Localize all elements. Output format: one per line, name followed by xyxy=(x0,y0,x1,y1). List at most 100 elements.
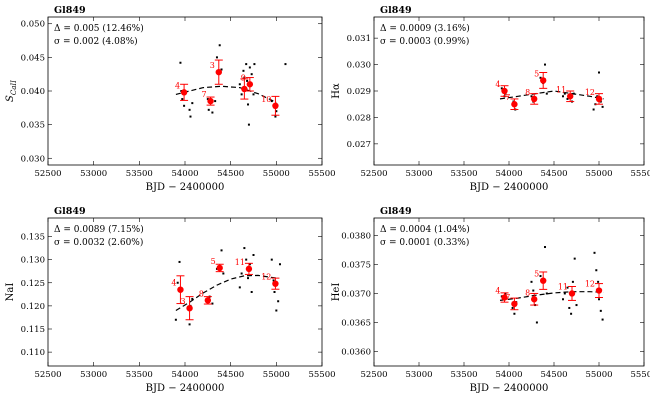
y-tick-label: 0.110 xyxy=(21,348,45,358)
data-point xyxy=(570,312,573,315)
annotation-1: Δ = 0.0004 (1.04%) xyxy=(380,224,470,235)
data-point xyxy=(214,100,217,103)
data-point xyxy=(270,258,273,261)
annotation-2: σ = 0.002 (4.08%) xyxy=(54,36,138,47)
binned-point xyxy=(177,286,184,293)
data-point xyxy=(253,63,256,66)
x-tick-label: 54500 xyxy=(217,370,244,380)
y-tick-label: 0.030 xyxy=(21,154,45,164)
binned-point-label: 12 xyxy=(585,280,595,289)
data-point xyxy=(530,280,533,283)
x-tick-label: 54000 xyxy=(495,169,522,179)
binned-point xyxy=(180,89,188,96)
binned-point xyxy=(186,304,193,312)
y-tick-label: 0.0360 xyxy=(341,347,371,357)
data-point xyxy=(238,83,241,86)
binned-point xyxy=(204,297,212,304)
binned-point xyxy=(215,68,222,76)
data-point xyxy=(247,103,250,106)
x-tick-label: 54000 xyxy=(171,370,198,380)
data-point xyxy=(179,61,182,64)
binned-point-label: 4 xyxy=(171,279,176,288)
binned-point xyxy=(568,290,576,297)
data-point xyxy=(238,286,241,289)
data-point xyxy=(178,260,181,263)
x-tick-label: 55000 xyxy=(263,169,290,179)
annotation-1: Δ = 0.005 (12.46%) xyxy=(54,23,144,34)
binned-point xyxy=(567,93,574,100)
y-tick-label: 0.035 xyxy=(21,121,45,131)
binned-point-label: 5 xyxy=(534,270,539,279)
data-point xyxy=(247,123,250,126)
data-point xyxy=(500,87,503,90)
data-point xyxy=(568,306,571,309)
binned-point-label: 10 xyxy=(261,95,271,104)
y-axis-label: Hα xyxy=(331,83,342,99)
y-tick-label: 0.040 xyxy=(21,87,45,97)
data-point xyxy=(247,277,250,280)
data-point xyxy=(544,63,546,66)
x-tick-label: 52500 xyxy=(34,169,61,179)
data-point xyxy=(601,105,604,108)
binned-point xyxy=(595,95,603,103)
x-tick-label: 55000 xyxy=(263,370,290,380)
y-tick-label: 0.0375 xyxy=(341,260,371,270)
data-point xyxy=(207,108,210,111)
binned-point-label: 5 xyxy=(211,257,216,266)
data-point xyxy=(248,263,251,266)
binned-point-label: 4 xyxy=(175,81,180,90)
binned-point xyxy=(245,265,253,273)
fit-curve xyxy=(499,90,604,100)
x-axis-label: BJD − 2400000 xyxy=(470,182,549,193)
binned-point xyxy=(272,280,279,287)
binned-point xyxy=(501,294,508,301)
binned-point-label: 8 xyxy=(525,88,530,97)
chart-title: Gl849 xyxy=(380,206,412,217)
binned-point-label: 11 xyxy=(235,258,245,267)
binned-point-label: 8 xyxy=(199,289,204,298)
binned-point-label: 8 xyxy=(525,288,530,297)
annotation-1: Δ = 0.0089 (7.15%) xyxy=(54,224,144,235)
data-point xyxy=(532,289,535,292)
data-point xyxy=(245,63,248,66)
data-point xyxy=(189,115,192,118)
y-tick-label: 0.030 xyxy=(347,61,371,71)
data-point xyxy=(545,292,548,295)
data-point xyxy=(250,291,253,293)
data-point xyxy=(277,300,280,303)
data-point xyxy=(191,102,194,105)
binned-point-label: 5 xyxy=(534,69,539,78)
x-tick-label: 52500 xyxy=(34,370,61,380)
data-point xyxy=(539,76,542,79)
data-point xyxy=(211,302,214,305)
binned-point-label: 11 xyxy=(556,85,566,94)
data-point xyxy=(275,309,278,312)
x-tick-label: 55500 xyxy=(630,169,650,179)
data-point xyxy=(278,263,281,266)
chart-panel-2: 52500 53000 53500 54000 54500 55000 55500 0.027… xyxy=(331,5,650,193)
data-point xyxy=(211,111,214,114)
binned-point-label: 4 xyxy=(495,80,500,89)
x-tick-label: 53500 xyxy=(450,169,477,179)
data-point xyxy=(544,246,546,249)
chart-panel-4: 52500 53000 53500 54000 54500 55000 55500 0.036… xyxy=(331,206,650,394)
chart-title: Gl849 xyxy=(380,5,412,16)
binned-point xyxy=(216,264,223,272)
data-point xyxy=(597,280,600,283)
y-tick-label: 0.045 xyxy=(21,53,45,63)
x-tick-label: 53000 xyxy=(80,169,107,179)
binned-point-label: 3 xyxy=(210,61,215,70)
data-point xyxy=(246,79,249,82)
data-point xyxy=(535,321,538,324)
data-point xyxy=(174,318,177,321)
data-point xyxy=(250,73,253,76)
chart-panel-1: 52500 53000 53500 54000 54500 55000 55500 0.030… xyxy=(5,5,336,193)
annotation-1: Δ = 0.0009 (3.16%) xyxy=(380,23,470,34)
chart-panel-3: 52500 53000 53500 54000 54500 55000 55500 0.110… xyxy=(5,206,336,394)
y-tick-label: 0.0365 xyxy=(341,318,371,328)
x-tick-label: 55500 xyxy=(630,370,650,380)
data-point xyxy=(539,275,542,278)
x-tick-label: 52500 xyxy=(360,169,387,179)
y-tick-label: 0.029 xyxy=(347,87,371,97)
